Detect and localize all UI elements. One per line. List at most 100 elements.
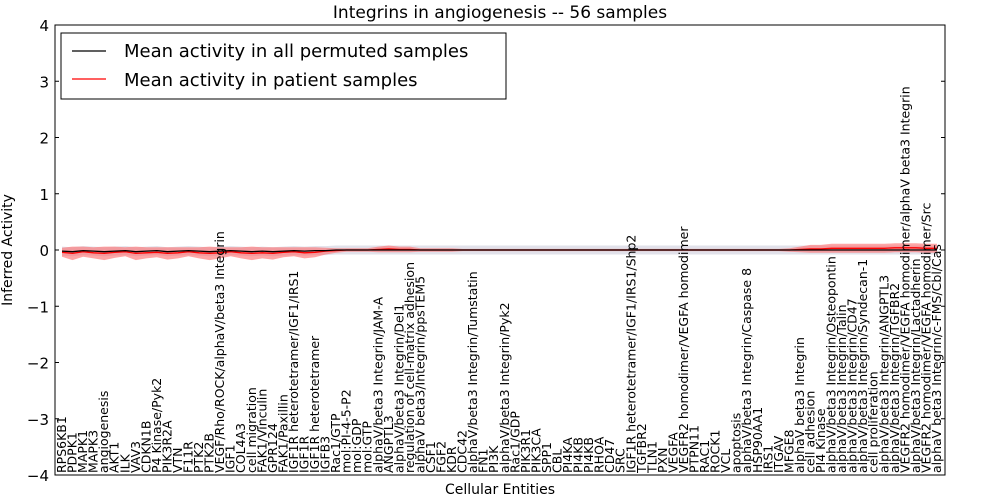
x-tick-label: alphaV beta3 Integrin bbox=[792, 337, 807, 473]
x-tick-label: HSP90AA1 bbox=[750, 407, 765, 473]
x-tick-label: alphaV beta3/Integrin/ppsTEM5 bbox=[412, 276, 427, 473]
x-tick-label: FGF2 bbox=[434, 441, 449, 473]
x-tick-label: MFGE8 bbox=[781, 429, 796, 473]
x-tick-label: mol:PI-4-5-P2 bbox=[339, 389, 354, 473]
x-tick-label: angiogenesis bbox=[96, 391, 111, 473]
x-axis-label: Cellular Entities bbox=[445, 482, 555, 498]
y-tick-label: −3 bbox=[27, 411, 49, 429]
x-tick-label: PI3K bbox=[486, 445, 501, 473]
x-tick-label: alphaV/beta3 Integrin/JAM-A bbox=[370, 297, 385, 473]
x-tick-label: COL4A3 bbox=[233, 423, 248, 473]
legend-label-permuted: Mean activity in all permuted samples bbox=[124, 41, 468, 62]
x-tick-label: alphaV/beta3 Integrin/Talin bbox=[834, 305, 849, 474]
x-tick-label: VEGFR2 homodimer/VEGFA homodimer/alphaV … bbox=[897, 86, 912, 473]
x-tick-label: PTK2B bbox=[202, 433, 217, 473]
x-tick-label: IGF1R heterotetramer/IGF1/IRS1 bbox=[286, 271, 301, 473]
legend: Mean activity in all permuted samples Me… bbox=[60, 32, 507, 100]
x-tick-label: RHOA bbox=[592, 436, 607, 473]
y-tick-label: 0 bbox=[39, 242, 49, 260]
x-tick-label: cell migration bbox=[244, 387, 259, 473]
x-tick-label: alphaV/beta3 Integrin/Lactadherin bbox=[908, 258, 923, 473]
x-tick-label: P4 Kinase/Pyk2 bbox=[149, 378, 164, 473]
x-tick-label: VTN bbox=[170, 447, 185, 473]
x-tick-label: IGFB3 bbox=[318, 436, 333, 473]
x-tick-label: MAPK3 bbox=[86, 430, 101, 473]
x-tick-label: SPP1 bbox=[539, 442, 554, 473]
x-tick-label: apoptosis bbox=[729, 413, 744, 473]
x-tick-label: CSF1 bbox=[423, 441, 438, 473]
series-line-permuted bbox=[61, 249, 937, 253]
x-tick-label: PDPK1 bbox=[65, 432, 80, 473]
x-tick-label: CDC42 bbox=[455, 430, 470, 473]
x-tick-label: PI4KA bbox=[560, 437, 575, 473]
x-tick-label: RPS6KB1 bbox=[54, 416, 69, 473]
x-tick-label: VEGF/Rho/ROCK/alphaV/beta3 Integrin bbox=[212, 231, 227, 473]
legend-label-patient: Mean activity in patient samples bbox=[124, 70, 418, 91]
x-tick-label: PIK3CA bbox=[528, 428, 543, 473]
x-tick-label: CBL bbox=[550, 449, 565, 473]
x-tick-label: alphaV/beta3 Integrin/TGFBR2 bbox=[887, 283, 902, 473]
x-tick-label: mol:GTP bbox=[360, 421, 375, 473]
x-tick-label: CD47 bbox=[602, 439, 617, 473]
x-tick-label: PI4KB bbox=[571, 437, 586, 473]
y-tick-label: 4 bbox=[39, 17, 49, 35]
x-tick-label: Rac1/GTP bbox=[328, 413, 343, 473]
x-tick-label: RAC1 bbox=[697, 440, 712, 473]
x-tick-label: alphaV/beta3 Integrin/CD47 bbox=[845, 298, 860, 473]
x-tick-label: GPR124 bbox=[265, 423, 280, 473]
x-tick-label: IGF1R heterotetramer bbox=[307, 335, 322, 473]
x-tick-label: FN1 bbox=[476, 449, 491, 474]
x-tick-label: alphaV/beta3 Integrin/Del1 bbox=[391, 304, 406, 473]
x-tick-label: MAPK1 bbox=[75, 430, 90, 473]
x-tick-label: TGFBR2 bbox=[634, 423, 649, 474]
x-tick-label: VEGFR2 homodimer/VEGFA homodimer/Src bbox=[919, 203, 934, 473]
x-tick-label: PI4KB bbox=[581, 437, 596, 473]
x-tick-label: alphaV/beta3 Integrin/Tumstatin bbox=[465, 271, 480, 473]
plot-area: RPS6KB1PDPK1MAPK1MAPK3angiogenesisAKT1IL… bbox=[27, 17, 946, 485]
x-tick-label: alphaV/beta3 Integrin/Pyk2 bbox=[497, 302, 512, 473]
y-axis-label: Inferred Activity bbox=[0, 194, 16, 306]
x-tick-label: PIK3R1 bbox=[518, 429, 533, 473]
x-tick-label: SRC bbox=[613, 448, 628, 473]
y-tick-label: −1 bbox=[27, 298, 49, 316]
x-tick-label: regulation of cell-matrix adhesion bbox=[402, 262, 417, 473]
y-tick-label: −2 bbox=[27, 355, 49, 373]
x-tick-label: ITGAV bbox=[771, 435, 786, 473]
x-tick-label: IRS1 bbox=[760, 445, 775, 473]
x-tick-label: alphaV/beta3 Integrin/Osteopontin bbox=[824, 256, 839, 473]
x-tick-label: alphaV/beta3 Integrin/Caspase 8 bbox=[739, 268, 754, 473]
x-tick-label: cell adhesion bbox=[803, 391, 818, 473]
y-tick-label: 3 bbox=[39, 73, 49, 91]
x-tick-label: Rac1/GDP bbox=[507, 411, 522, 473]
x-tick-label: PI4 Kinase bbox=[813, 408, 828, 473]
x-tick-label: IGF1R bbox=[297, 435, 312, 473]
x-tick-label: alphaV beta3 Integrin/c-FMS/Cbl/Cas bbox=[929, 244, 944, 473]
x-tick-label: VEGFR2 homodimer/VEGFA homodimer bbox=[676, 226, 691, 473]
x-tick-label: alphaV/beta3 Integrin/Syndecan-1 bbox=[855, 259, 870, 473]
y-tick-label: −4 bbox=[27, 467, 49, 485]
x-tick-label: alphaV/beta3 Integrin/ANGPTL3 bbox=[876, 275, 891, 473]
x-tick-label: CDKN1B bbox=[138, 421, 153, 473]
x-tick-label: AKT1 bbox=[107, 442, 122, 473]
x-tick-label: TLN1 bbox=[644, 441, 659, 474]
x-tick-label: mol:GDP bbox=[349, 418, 364, 473]
x-tick-label: PIK3R2A bbox=[159, 420, 174, 473]
legend-box bbox=[60, 32, 507, 100]
chart-title: Integrins in angiogenesis -- 56 samples bbox=[333, 3, 667, 23]
x-tick-label: FAK1/Paxillin bbox=[275, 394, 290, 473]
x-tick-label: VAV3 bbox=[128, 441, 143, 473]
x-tick-label: FAK1/Vinculin bbox=[254, 389, 269, 473]
x-tick-label: ANGPTL3 bbox=[381, 415, 396, 473]
x-tick-label: ROCK1 bbox=[708, 430, 723, 473]
x-tick-label: VEGFA bbox=[665, 432, 680, 473]
y-tick-label: 2 bbox=[39, 130, 49, 148]
x-tick-label: PXN bbox=[655, 448, 670, 473]
x-tick-label: cell proliferation bbox=[866, 371, 881, 473]
x-tick-label: IGF1R heterotetramer/IGF1/IRS1/Shp2 bbox=[623, 235, 638, 473]
x-tick-label: KDR bbox=[444, 446, 459, 473]
x-tick-label: IGF1 bbox=[223, 444, 238, 473]
band-patient bbox=[62, 243, 937, 261]
y-tick-label: 1 bbox=[39, 186, 49, 204]
x-tick-label: PTK2 bbox=[191, 442, 206, 473]
